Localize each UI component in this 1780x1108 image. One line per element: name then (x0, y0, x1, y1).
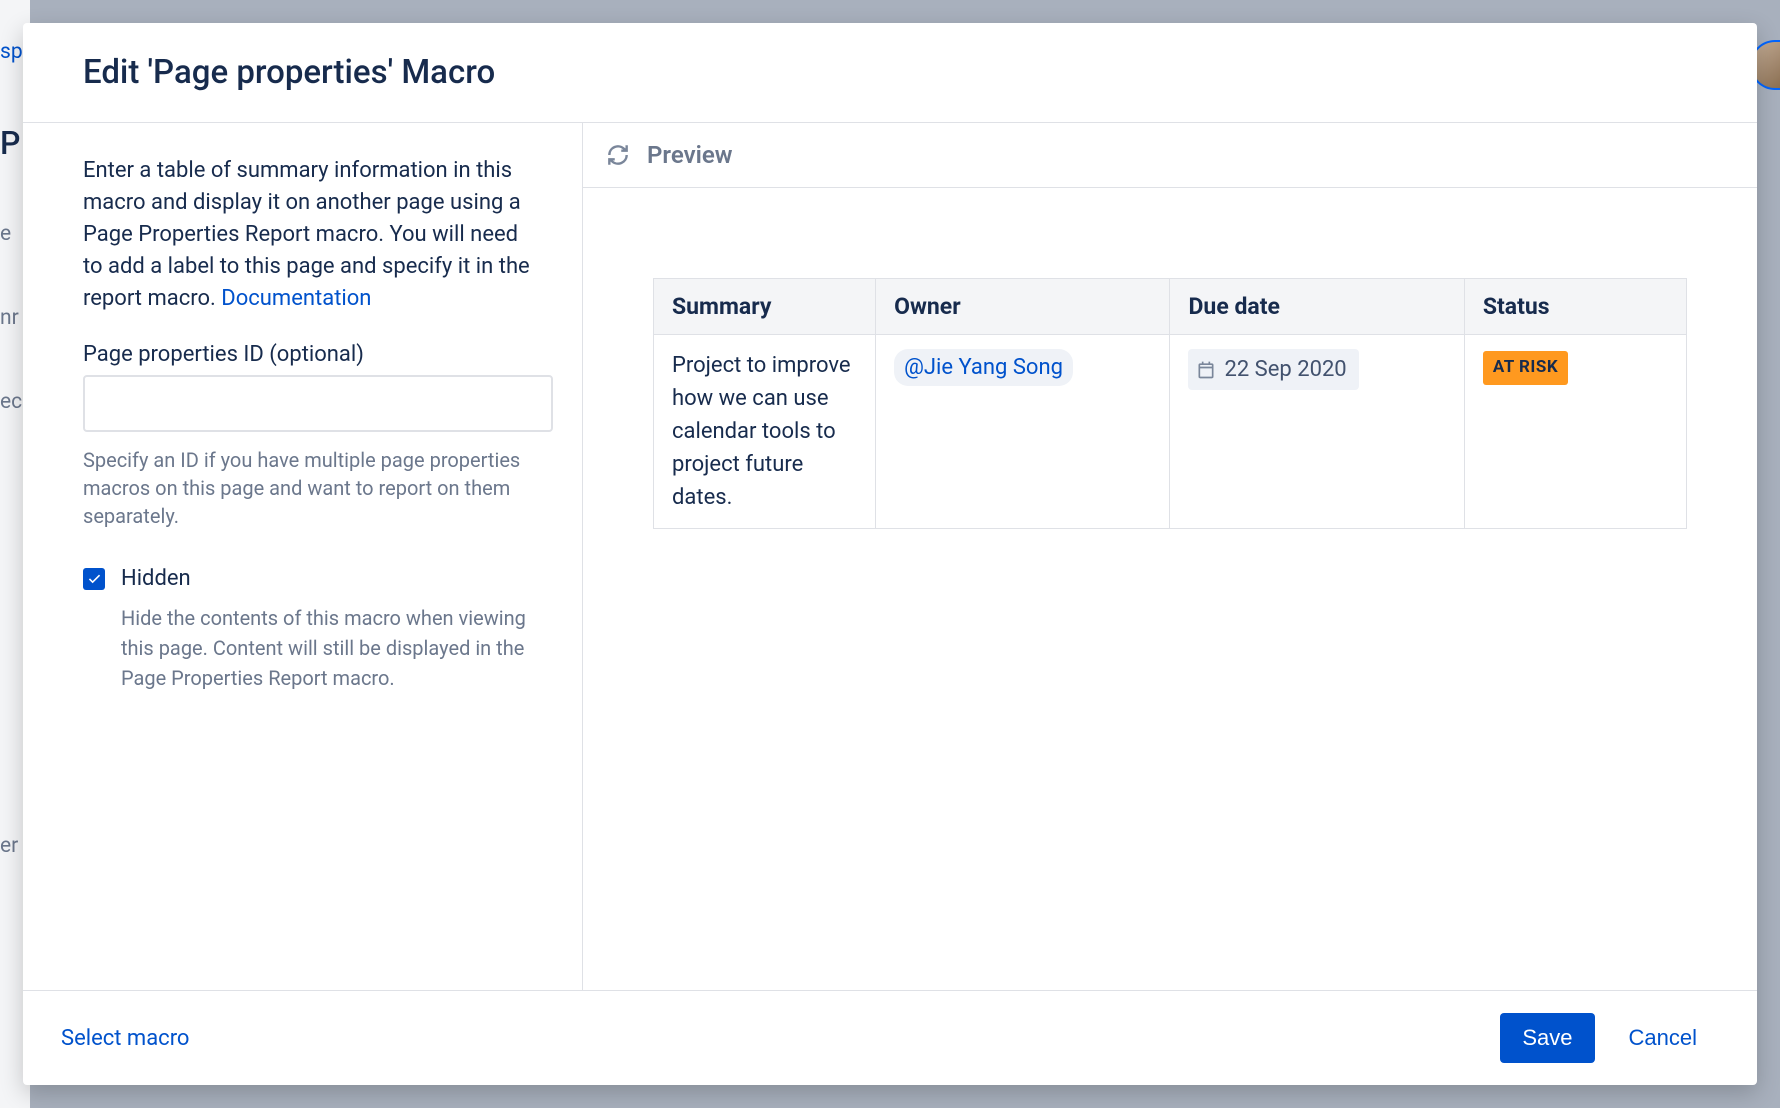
hidden-checkbox-label: Hidden (121, 566, 191, 591)
hidden-checkbox-help: Hide the contents of this macro when vie… (121, 603, 542, 693)
documentation-link[interactable]: Documentation (221, 286, 371, 311)
hidden-checkbox-row[interactable]: Hidden (83, 566, 542, 591)
modal-title: Edit 'Page properties' Macro (83, 53, 1719, 92)
macro-description: Enter a table of summary information in … (83, 155, 542, 314)
modal-body: Enter a table of summary information in … (23, 123, 1757, 990)
check-icon (87, 571, 102, 586)
preview-content: Summary Owner Due date Status Project to… (583, 188, 1757, 990)
th-status: Status (1464, 279, 1686, 335)
calendar-icon (1196, 360, 1216, 380)
refresh-icon[interactable] (605, 142, 631, 168)
th-summary: Summary (654, 279, 876, 335)
preview-panel: Preview Summary Owner Due date Status (583, 123, 1757, 990)
macro-editor-modal: Edit 'Page properties' Macro Enter a tab… (23, 23, 1757, 1085)
table-header-row: Summary Owner Due date Status (654, 279, 1687, 335)
cell-due-date: 22 Sep 2020 (1170, 335, 1464, 529)
cell-summary: Project to improve how we can use calend… (654, 335, 876, 529)
date-lozenge: 22 Sep 2020 (1188, 349, 1358, 390)
user-mention[interactable]: @Jie Yang Song (894, 349, 1073, 386)
cancel-button[interactable]: Cancel (1607, 1013, 1719, 1063)
th-owner: Owner (876, 279, 1170, 335)
table-row: Project to improve how we can use calend… (654, 335, 1687, 529)
preview-header: Preview (583, 123, 1757, 188)
cell-owner: @Jie Yang Song (876, 335, 1170, 529)
id-field-label: Page properties ID (optional) (83, 342, 542, 367)
th-due-date: Due date (1170, 279, 1464, 335)
modal-footer: Select macro Save Cancel (23, 990, 1757, 1085)
preview-label: Preview (647, 141, 732, 169)
hidden-checkbox[interactable] (83, 568, 105, 590)
page-properties-id-input[interactable] (83, 375, 553, 432)
id-field-help: Specify an ID if you have multiple page … (83, 446, 542, 530)
properties-table: Summary Owner Due date Status Project to… (653, 278, 1687, 529)
config-panel: Enter a table of summary information in … (23, 123, 583, 990)
modal-header: Edit 'Page properties' Macro (23, 23, 1757, 123)
save-button[interactable]: Save (1500, 1013, 1594, 1063)
status-lozenge: AT RISK (1483, 351, 1568, 385)
cell-status: AT RISK (1464, 335, 1686, 529)
date-text: 22 Sep 2020 (1224, 353, 1346, 386)
select-macro-link[interactable]: Select macro (61, 1026, 189, 1051)
